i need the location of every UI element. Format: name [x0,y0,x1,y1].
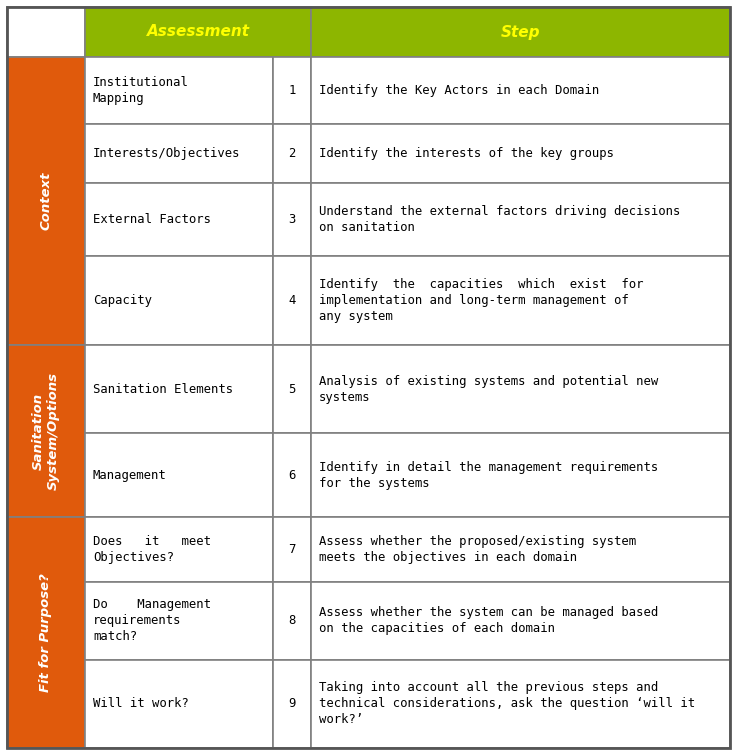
Bar [311,57,730,124]
Bar [311,183,730,257]
Text: Assess whether the proposed/existing system
meets the objectives in each domain: Assess whether the proposed/existing sys… [319,535,636,564]
Bar [85,257,273,345]
Bar [85,582,273,660]
Bar [311,345,730,433]
Text: 4: 4 [288,294,296,307]
Text: 2: 2 [288,147,296,160]
Bar [85,124,273,183]
Text: 5: 5 [288,383,296,396]
Bar [7,7,85,57]
Text: Interests/Objectives: Interests/Objectives [93,147,240,160]
Text: Identify  the  capacities  which  exist  for
implementation and long-term manage: Identify the capacities which exist for … [319,278,643,323]
Bar [311,582,730,660]
Text: Analysis of existing systems and potential new
systems: Analysis of existing systems and potenti… [319,374,658,403]
Bar [311,124,730,183]
Bar [273,660,311,748]
Text: 9: 9 [288,698,296,710]
Text: Sanitation
System/Options: Sanitation System/Options [32,372,60,490]
Bar [85,7,311,57]
Text: Assess whether the system can be managed based
on the capacities of each domain: Assess whether the system can be managed… [319,606,658,635]
Bar [273,57,311,124]
Text: Identify the interests of the key groups: Identify the interests of the key groups [319,147,614,160]
Text: Will it work?: Will it work? [93,698,189,710]
Text: Identify the Key Actors in each Domain: Identify the Key Actors in each Domain [319,84,599,97]
Bar [85,433,273,517]
Bar [273,517,311,582]
Bar [85,57,273,124]
Bar [7,517,85,748]
Text: Assessment: Assessment [147,24,250,39]
Text: Identify in detail the management requirements
for the systems: Identify in detail the management requir… [319,461,658,490]
Bar [85,183,273,257]
Bar [311,433,730,517]
Bar [273,124,311,183]
Bar [273,183,311,257]
Bar [273,257,311,345]
Bar [85,517,273,582]
Text: 7: 7 [288,543,296,556]
Bar [7,345,85,517]
Bar [7,57,85,345]
Text: Understand the external factors driving decisions
on sanitation: Understand the external factors driving … [319,205,680,234]
Text: Do    Management
requirements
match?: Do Management requirements match? [93,598,211,643]
Text: Management: Management [93,469,167,482]
Text: Sanitation Elements: Sanitation Elements [93,383,233,396]
Text: 1: 1 [288,84,296,97]
Text: 6: 6 [288,469,296,482]
Text: Institutional
Mapping: Institutional Mapping [93,76,189,105]
Bar [273,433,311,517]
Text: 8: 8 [288,615,296,627]
Text: External Factors: External Factors [93,213,211,226]
Bar [311,7,730,57]
Bar [311,257,730,345]
Text: Capacity: Capacity [93,294,152,307]
Bar [311,517,730,582]
Text: Taking into account all the previous steps and
technical considerations, ask the: Taking into account all the previous ste… [319,681,695,726]
Bar [311,660,730,748]
Text: Does   it   meet
Objectives?: Does it meet Objectives? [93,535,211,564]
Text: Fit for Purpose?: Fit for Purpose? [40,573,52,692]
Text: Context: Context [40,171,52,230]
Bar [85,345,273,433]
Bar [85,660,273,748]
Text: Step: Step [500,24,540,39]
Bar [273,345,311,433]
Text: 3: 3 [288,213,296,226]
Bar [273,582,311,660]
